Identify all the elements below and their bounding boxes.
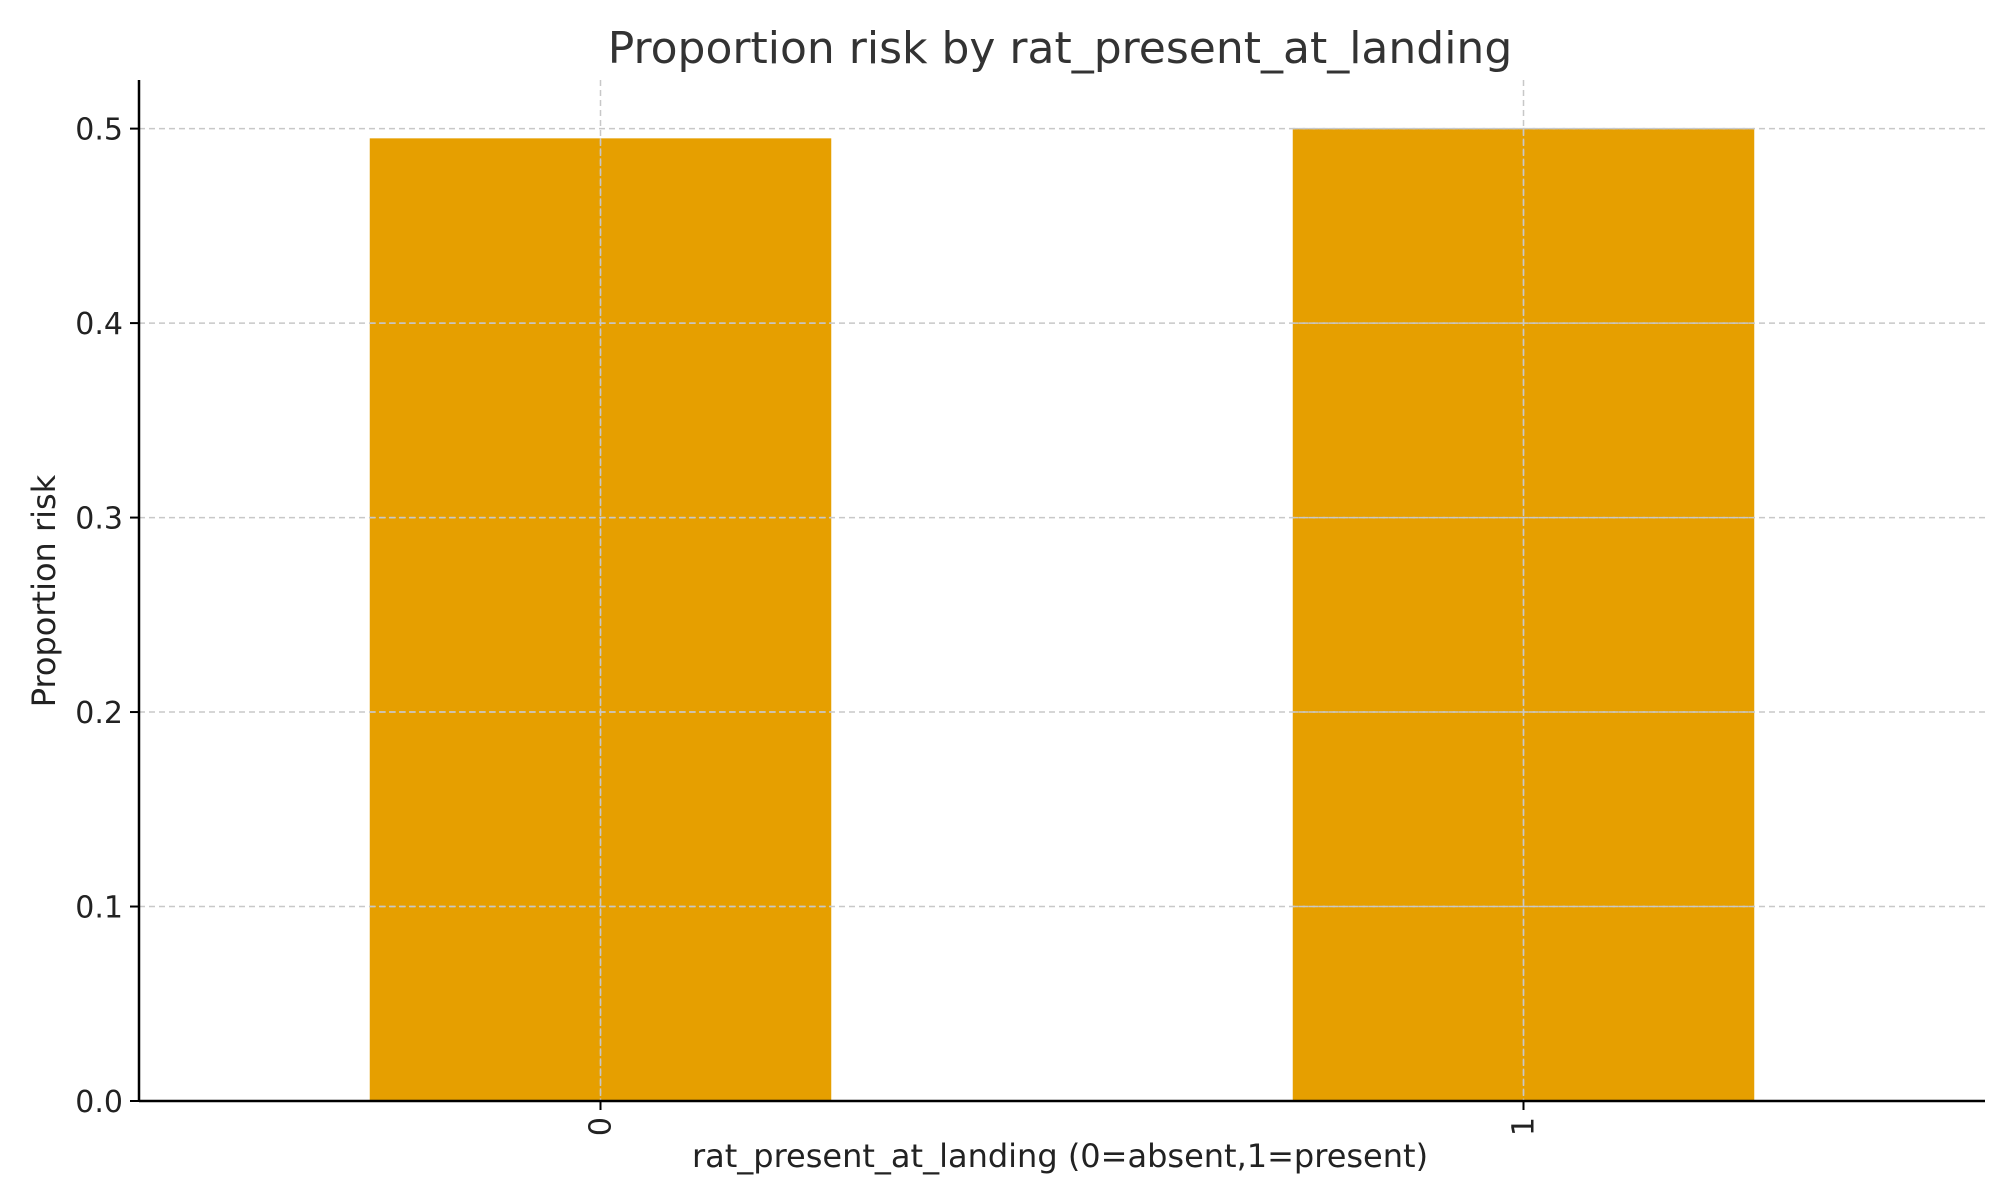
x-tick-label-0: 0 [584,1117,619,1136]
y-tick-label-0.1: 0.1 [75,891,123,926]
tick-layer: 0.0 0.1 0.2 0.3 0.4 0.5 0 1 [75,113,1541,1136]
x-axis-label: rat_present_at_landing (0=absent,1=prese… [692,1137,1428,1175]
x-tick-label-1: 1 [1507,1117,1542,1136]
y-tick-label-0.3: 0.3 [75,502,123,537]
axis-layer [137,80,1985,1103]
y-axis-label: Proportion risk [25,474,63,707]
y-tick-label-0.4: 0.4 [75,307,123,342]
y-tick-label-0.2: 0.2 [75,696,123,731]
bar-layer [369,128,1755,1102]
y-tick-label-0.5: 0.5 [75,113,123,148]
y-tick-label-0.0: 0.0 [75,1085,123,1120]
chart-title: Proportion risk by rat_present_at_landin… [608,23,1513,74]
